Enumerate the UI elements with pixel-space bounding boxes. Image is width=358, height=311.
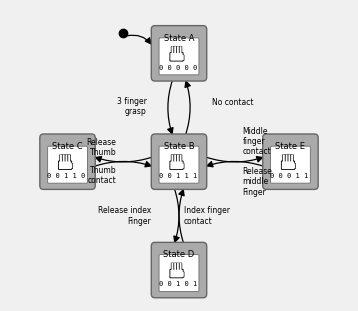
FancyBboxPatch shape <box>181 163 184 169</box>
FancyBboxPatch shape <box>58 160 72 170</box>
Text: Release
Thumb: Release Thumb <box>87 138 116 157</box>
FancyBboxPatch shape <box>174 46 177 54</box>
FancyBboxPatch shape <box>182 272 184 277</box>
FancyBboxPatch shape <box>171 46 174 54</box>
FancyBboxPatch shape <box>151 26 207 81</box>
FancyBboxPatch shape <box>179 154 182 163</box>
FancyBboxPatch shape <box>176 154 179 163</box>
FancyBboxPatch shape <box>170 161 183 169</box>
FancyBboxPatch shape <box>180 263 182 270</box>
Text: Thumb
contact: Thumb contact <box>88 166 116 185</box>
FancyBboxPatch shape <box>170 270 183 277</box>
Text: State D: State D <box>163 250 195 259</box>
FancyBboxPatch shape <box>169 52 184 62</box>
FancyBboxPatch shape <box>182 163 184 168</box>
Text: State E: State E <box>275 142 305 151</box>
FancyBboxPatch shape <box>65 154 68 163</box>
FancyBboxPatch shape <box>171 154 174 163</box>
FancyBboxPatch shape <box>271 146 310 183</box>
FancyBboxPatch shape <box>169 160 184 170</box>
Text: 0 0 1 1 1: 0 0 1 1 1 <box>159 173 197 179</box>
FancyBboxPatch shape <box>181 272 184 277</box>
FancyBboxPatch shape <box>286 155 287 162</box>
FancyBboxPatch shape <box>285 154 288 163</box>
Text: 0 0 1 1 0: 0 0 1 1 0 <box>48 173 86 179</box>
FancyBboxPatch shape <box>171 263 173 270</box>
FancyBboxPatch shape <box>171 155 173 162</box>
FancyBboxPatch shape <box>180 46 182 53</box>
FancyBboxPatch shape <box>151 242 207 298</box>
FancyBboxPatch shape <box>179 46 182 54</box>
Text: 0 0 0 1 1: 0 0 0 1 1 <box>270 173 309 179</box>
FancyBboxPatch shape <box>68 155 70 162</box>
Text: 3 finger
grasp: 3 finger grasp <box>117 97 146 116</box>
FancyBboxPatch shape <box>182 55 184 60</box>
FancyBboxPatch shape <box>282 161 294 169</box>
Text: Index finger
contact: Index finger contact <box>184 206 229 225</box>
FancyBboxPatch shape <box>59 161 71 169</box>
FancyBboxPatch shape <box>181 55 184 61</box>
FancyBboxPatch shape <box>292 163 296 169</box>
FancyBboxPatch shape <box>291 155 293 162</box>
FancyBboxPatch shape <box>171 46 173 53</box>
FancyBboxPatch shape <box>159 254 199 292</box>
FancyBboxPatch shape <box>59 154 63 163</box>
FancyBboxPatch shape <box>174 155 176 162</box>
FancyBboxPatch shape <box>174 263 177 271</box>
Text: Release index
Finger: Release index Finger <box>98 206 151 225</box>
FancyBboxPatch shape <box>288 154 291 163</box>
FancyBboxPatch shape <box>180 155 182 162</box>
FancyBboxPatch shape <box>68 154 71 163</box>
FancyBboxPatch shape <box>263 134 318 189</box>
FancyBboxPatch shape <box>70 163 73 169</box>
FancyBboxPatch shape <box>48 146 87 183</box>
FancyBboxPatch shape <box>66 155 67 162</box>
FancyBboxPatch shape <box>176 46 179 54</box>
FancyBboxPatch shape <box>177 46 179 53</box>
Text: Release
middle
Finger: Release middle Finger <box>242 167 272 197</box>
FancyBboxPatch shape <box>60 155 62 162</box>
Text: No contact: No contact <box>212 98 253 107</box>
FancyBboxPatch shape <box>177 155 179 162</box>
FancyBboxPatch shape <box>169 269 184 278</box>
FancyBboxPatch shape <box>283 155 285 162</box>
FancyBboxPatch shape <box>171 263 174 271</box>
FancyBboxPatch shape <box>289 155 290 162</box>
Text: State B: State B <box>164 142 194 151</box>
FancyBboxPatch shape <box>170 53 183 61</box>
FancyBboxPatch shape <box>290 154 294 163</box>
FancyBboxPatch shape <box>159 146 199 183</box>
FancyBboxPatch shape <box>281 160 295 170</box>
Text: State C: State C <box>52 142 83 151</box>
FancyBboxPatch shape <box>176 263 179 271</box>
FancyBboxPatch shape <box>63 155 65 162</box>
FancyBboxPatch shape <box>71 163 72 168</box>
FancyBboxPatch shape <box>174 154 177 163</box>
FancyBboxPatch shape <box>177 263 179 270</box>
FancyBboxPatch shape <box>159 38 199 75</box>
FancyBboxPatch shape <box>179 263 182 271</box>
Text: State A: State A <box>164 34 194 43</box>
Text: Middle
finger
contact: Middle finger contact <box>242 127 271 156</box>
FancyBboxPatch shape <box>174 263 176 270</box>
FancyBboxPatch shape <box>293 163 295 168</box>
Text: 0 0 0 0 0: 0 0 0 0 0 <box>159 64 197 71</box>
Text: 0 0 1 0 1: 0 0 1 0 1 <box>159 281 197 287</box>
FancyBboxPatch shape <box>62 154 65 163</box>
FancyBboxPatch shape <box>282 154 285 163</box>
FancyBboxPatch shape <box>174 46 176 53</box>
FancyBboxPatch shape <box>40 134 95 189</box>
FancyBboxPatch shape <box>151 134 207 189</box>
